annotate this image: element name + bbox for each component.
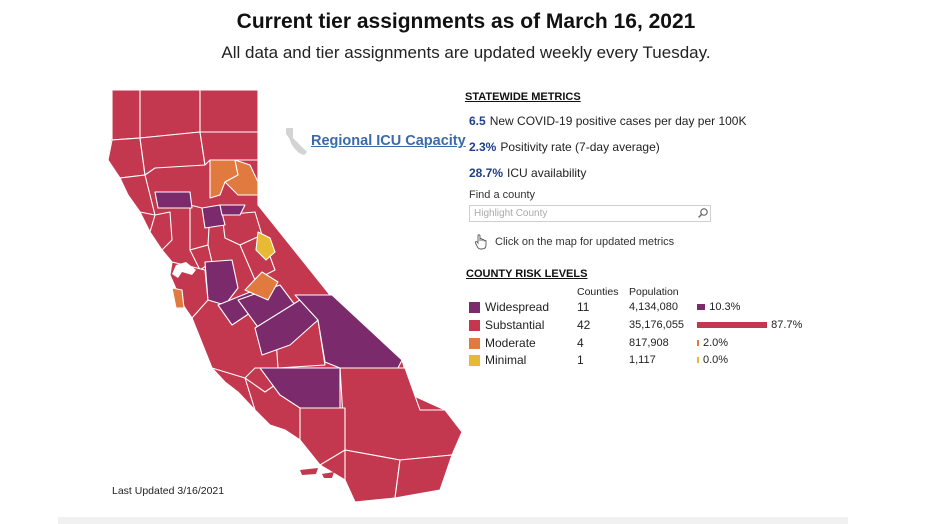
risk-level-name: Substantial bbox=[485, 318, 545, 332]
county-count: 1 bbox=[577, 353, 584, 367]
risk-row-minimal: Minimal 1 1,117 0.0% bbox=[469, 353, 829, 369]
population-share-percent: 10.3% bbox=[709, 301, 741, 313]
risk-level-name: Minimal bbox=[485, 353, 527, 367]
county-group-minimal[interactable] bbox=[255, 231, 276, 261]
population-share-percent: 0.0% bbox=[703, 354, 729, 366]
legend-swatch bbox=[469, 338, 480, 349]
metric-new-cases: 6.5 New COVID-19 positive cases per day p… bbox=[469, 114, 746, 128]
metric-positivity-rate: 2.3% Positivity rate (7-day average) bbox=[469, 140, 660, 154]
pointer-hand-icon bbox=[474, 234, 487, 250]
metric-label: New COVID-19 positive cases per day per … bbox=[489, 114, 747, 128]
county-search-input[interactable] bbox=[469, 205, 711, 222]
statewide-metrics-title: STATEWIDE METRICS bbox=[465, 91, 581, 103]
population-share-percent: 87.7% bbox=[771, 319, 803, 331]
search-icon[interactable] bbox=[697, 207, 709, 219]
population-value: 1,117 bbox=[629, 354, 656, 366]
risk-row-substantial: Substantial 42 35,176,055 87.7% bbox=[469, 318, 829, 334]
column-header-population: Population bbox=[629, 286, 679, 298]
risk-row-widespread: Widespread 11 4,134,080 10.3% bbox=[469, 300, 829, 316]
channel-island bbox=[300, 468, 318, 475]
county-group-substantial[interactable] bbox=[107, 89, 463, 503]
last-updated-note: Last Updated 3/16/2021 bbox=[112, 485, 225, 497]
population-value: 817,908 bbox=[629, 337, 669, 349]
population-share-bar bbox=[697, 340, 699, 346]
metric-icu-availability: 28.7% ICU availability bbox=[469, 166, 586, 180]
california-county-map[interactable] bbox=[104, 88, 468, 508]
column-header-counties: Counties bbox=[577, 286, 619, 298]
bottom-toolbar-strip bbox=[58, 517, 848, 524]
county-count: 42 bbox=[577, 318, 591, 332]
population-value: 4,134,080 bbox=[629, 301, 678, 313]
channel-island bbox=[322, 472, 334, 478]
metric-label: ICU availability bbox=[507, 166, 587, 180]
county-count: 11 bbox=[577, 300, 590, 314]
population-share-percent: 2.0% bbox=[703, 337, 729, 349]
legend-swatch bbox=[469, 355, 480, 366]
click-map-hint: Click on the map for updated metrics bbox=[495, 236, 675, 248]
risk-level-name: Widespread bbox=[485, 300, 550, 314]
metric-value: 2.3% bbox=[469, 140, 497, 154]
county-group-widespread[interactable] bbox=[154, 191, 403, 409]
population-value: 35,176,055 bbox=[629, 319, 685, 331]
california-outline-icon[interactable] bbox=[283, 126, 311, 156]
county-risk-levels-title: COUNTY RISK LEVELS bbox=[466, 268, 588, 280]
county-count: 4 bbox=[577, 336, 584, 350]
risk-level-name: Moderate bbox=[485, 336, 536, 350]
page-title: Current tier assignments as of March 16,… bbox=[236, 10, 696, 33]
county-group-moderate[interactable] bbox=[171, 159, 279, 309]
population-share-bar bbox=[697, 357, 699, 363]
legend-swatch bbox=[469, 320, 480, 331]
risk-row-moderate: Moderate 4 817,908 2.0% bbox=[469, 336, 829, 352]
metric-label: Positivity rate (7-day average) bbox=[500, 140, 660, 154]
population-share-bar bbox=[697, 322, 768, 328]
population-share-bar bbox=[697, 304, 706, 310]
metric-value: 28.7% bbox=[469, 166, 504, 180]
page-subtitle: All data and tier assignments are update… bbox=[221, 43, 711, 62]
find-county-label: Find a county bbox=[469, 189, 536, 201]
regional-icu-capacity-link[interactable]: Regional ICU Capacity bbox=[311, 133, 466, 149]
sf-bay bbox=[172, 262, 196, 278]
metric-value: 6.5 bbox=[469, 114, 486, 128]
legend-swatch bbox=[469, 302, 480, 313]
